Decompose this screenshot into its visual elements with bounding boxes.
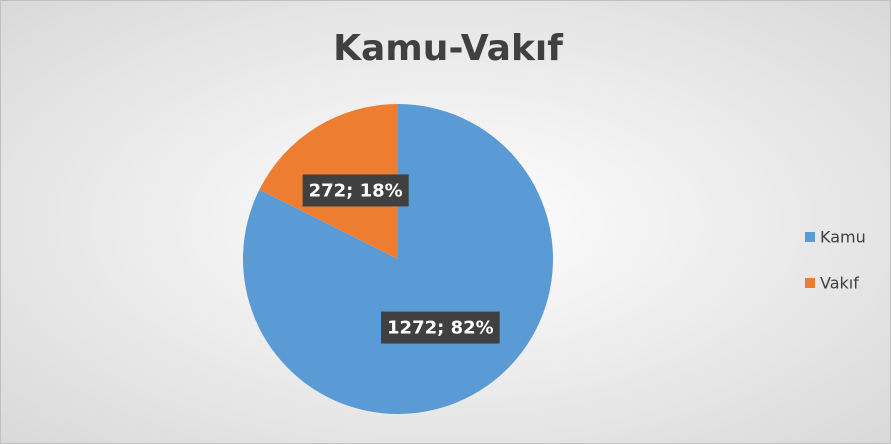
data-label: 272; 18%	[309, 180, 403, 201]
data-label-box	[302, 174, 409, 207]
legend-label: Vakıf	[820, 274, 859, 293]
data-label: 1272; 82%	[387, 318, 494, 339]
legend-label: Kamu	[820, 228, 866, 247]
chart-title: Kamu-Vakıf	[333, 28, 563, 69]
legend-swatch	[805, 232, 815, 242]
legend-swatch	[805, 278, 815, 288]
data-label-box	[381, 311, 500, 344]
